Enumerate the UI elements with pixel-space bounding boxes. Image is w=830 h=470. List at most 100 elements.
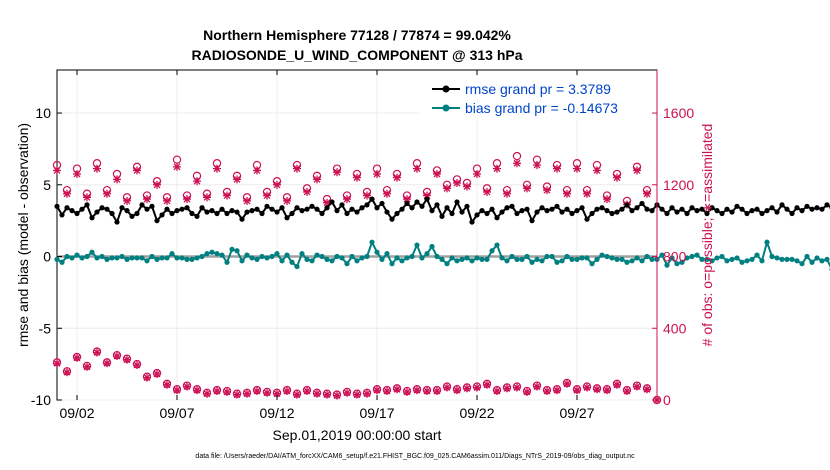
y-right-tick-label: 1200	[663, 177, 694, 193]
bias-point	[449, 255, 455, 261]
obs-assimilated-point	[53, 359, 61, 368]
rmse-point	[224, 210, 230, 217]
rmse-point	[259, 210, 265, 217]
bias-point	[589, 261, 595, 267]
obs-assimilated-point	[293, 390, 301, 399]
obs-assimilated-point	[483, 380, 491, 389]
bias-point	[714, 255, 720, 261]
rmse-point	[339, 202, 345, 208]
bias-point	[504, 258, 510, 264]
obs-assimilated-point	[233, 390, 241, 399]
bias-point	[529, 259, 535, 265]
x-tick-label: 09/17	[359, 405, 394, 421]
rmse-point	[729, 209, 735, 215]
bias-point	[414, 242, 420, 248]
obs-assimilated-point	[633, 382, 641, 391]
obs-assimilated-point	[273, 180, 281, 189]
rmse-point	[599, 205, 605, 211]
bias-point	[809, 259, 815, 265]
x-tick-label: 09/12	[259, 405, 294, 421]
rmse-point	[584, 216, 590, 222]
bias-point	[484, 256, 490, 262]
rmse-point	[344, 210, 350, 217]
obs-assimilated-point	[223, 387, 231, 396]
rmse-point	[199, 205, 205, 211]
bias-point	[129, 255, 135, 261]
rmse-point	[709, 205, 715, 211]
obs-assimilated-point	[503, 189, 511, 198]
obs-assimilated-point	[403, 387, 411, 396]
rmse-point	[154, 218, 160, 224]
obs-assimilated-point	[153, 180, 161, 189]
rmse-point	[269, 206, 275, 212]
bias-point	[114, 255, 120, 261]
rmse-point	[174, 208, 180, 214]
obs-assimilated-point	[633, 166, 641, 175]
bias-point	[599, 252, 605, 258]
rmse-point	[139, 202, 145, 208]
bias-point	[109, 255, 115, 261]
rmse-point	[149, 203, 155, 209]
obs-assimilated-point	[143, 373, 151, 382]
obs-assimilated-point	[313, 175, 321, 184]
y-axis-left: 10 5 0 -5 -10	[31, 105, 62, 408]
rmse-point	[564, 206, 570, 212]
bias-point	[569, 256, 575, 262]
rmse-point	[524, 206, 530, 212]
bias-point	[784, 256, 790, 262]
y-left-tick-label: -10	[31, 392, 51, 408]
rmse-point	[79, 206, 85, 212]
rmse-point	[804, 203, 810, 209]
bias-point	[544, 253, 550, 260]
rmse-point	[759, 210, 765, 217]
bias-point	[119, 253, 125, 260]
rmse-point	[629, 208, 635, 214]
bias-point	[194, 255, 200, 261]
rmse-point	[404, 200, 410, 207]
obs-assimilated-point	[333, 168, 341, 177]
bias-point	[139, 255, 145, 261]
rmse-point	[649, 208, 655, 214]
bias-point	[804, 253, 810, 260]
obs-assimilated-point	[253, 387, 261, 396]
bias-point	[614, 256, 620, 262]
obs-assimilated-point	[163, 196, 171, 205]
obs-assimilated-point	[203, 389, 211, 398]
bias-point	[259, 253, 265, 260]
obs-assimilated-point	[453, 386, 461, 395]
obs-assimilated-point	[253, 166, 261, 175]
obs-assimilated-point	[413, 386, 421, 395]
obs-assimilated-point	[643, 385, 651, 394]
bias-point	[584, 255, 590, 261]
rmse-point	[439, 213, 445, 219]
bias-point	[534, 256, 540, 262]
obs-assimilated-point	[223, 191, 231, 200]
bias-point	[199, 253, 205, 260]
bias-point	[774, 255, 780, 261]
bias-point	[564, 253, 570, 260]
bias-point	[389, 261, 395, 267]
rmse-point	[474, 212, 480, 218]
rmse-point	[719, 210, 725, 217]
obs-assimilated-point	[383, 387, 391, 396]
obs-assimilated-point	[283, 196, 291, 205]
bias-point	[229, 246, 235, 252]
bias-point	[189, 256, 195, 262]
data-file-footer: data file: /Users/raeder/DAI/ATM_forcXX/…	[195, 453, 635, 460]
obs-assimilated-point	[83, 193, 91, 202]
obs-assimilated-point	[443, 383, 451, 392]
rmse-point	[704, 210, 710, 217]
rmse-point	[54, 203, 60, 209]
bias-point	[144, 258, 150, 264]
rmse-point	[459, 209, 465, 215]
obs-assimilated-point	[73, 170, 81, 179]
bias-point	[274, 251, 280, 257]
bias-point	[704, 256, 710, 262]
rmse-point	[319, 210, 325, 217]
bias-point	[94, 255, 100, 261]
rmse-point	[74, 210, 80, 217]
obs-assimilated-point	[603, 386, 611, 395]
bias-point	[369, 239, 375, 245]
x-axis: 09/02 09/07 09/12 09/17 09/22 09/27	[59, 70, 595, 421]
rmse-point	[374, 205, 380, 211]
